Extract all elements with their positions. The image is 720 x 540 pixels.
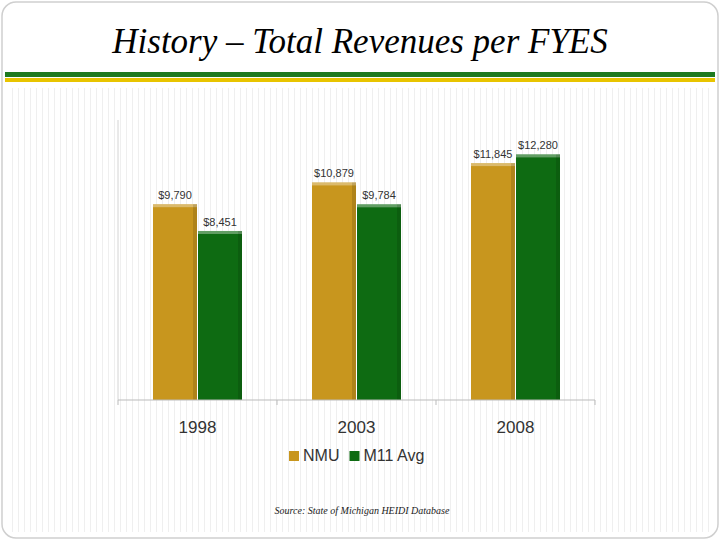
bar (357, 204, 401, 400)
legend-label: M11 Avg (364, 447, 425, 464)
slide-background (8, 88, 712, 532)
data-labels: $9,790 $8,451 $10,879 $9,784 $11,845 $12,280 (158, 139, 558, 228)
bar-shade (352, 182, 356, 400)
bar-highlight (153, 204, 197, 207)
slide-frame (2, 2, 718, 538)
value-axis-line (118, 120, 119, 400)
category-label: 1998 (179, 418, 217, 437)
bar-highlight (357, 204, 401, 207)
bar-shade (511, 163, 515, 400)
bar-shade (238, 231, 242, 400)
legend-swatch (350, 451, 360, 461)
category-axis-line (118, 400, 595, 401)
bar-shade (193, 204, 197, 400)
bar (471, 163, 515, 400)
bar-highlight (198, 231, 242, 234)
bar (516, 154, 560, 400)
legend: NMU M11 Avg (289, 447, 424, 464)
category-separator (595, 400, 596, 405)
title-rule-yellow (5, 78, 715, 82)
bar-shade (397, 204, 401, 400)
title-rule-green (5, 72, 715, 77)
data-label: $11,845 (474, 148, 513, 160)
category-separator (436, 400, 437, 405)
category-separator (277, 400, 278, 405)
slide: History – Total Revenues per FYES$9,790$… (0, 0, 720, 540)
bar-highlight (312, 182, 356, 185)
bar (198, 231, 242, 400)
title: History – Total Revenues per FYES (111, 22, 607, 61)
bar-highlight (516, 154, 560, 157)
data-label: $10,879 (314, 167, 354, 179)
category-label: 2003 (338, 418, 376, 437)
bar-highlight (471, 163, 515, 166)
bar (153, 204, 197, 400)
bar (312, 182, 356, 400)
category-label: 2008 (497, 418, 535, 437)
data-label: $8,451 (203, 216, 237, 228)
legend-label: NMU (303, 447, 339, 464)
source-note: Source: State of Michigan HEIDI Database (275, 505, 450, 516)
category-separator (118, 400, 119, 405)
bar-shade (556, 154, 560, 400)
chart-svg: History – Total Revenues per FYES$9,790$… (0, 0, 720, 540)
bars (153, 154, 560, 400)
legend-swatch (289, 451, 299, 461)
data-label: $12,280 (518, 139, 558, 151)
data-label: $9,790 (158, 189, 192, 201)
data-label: $9,784 (362, 189, 396, 201)
